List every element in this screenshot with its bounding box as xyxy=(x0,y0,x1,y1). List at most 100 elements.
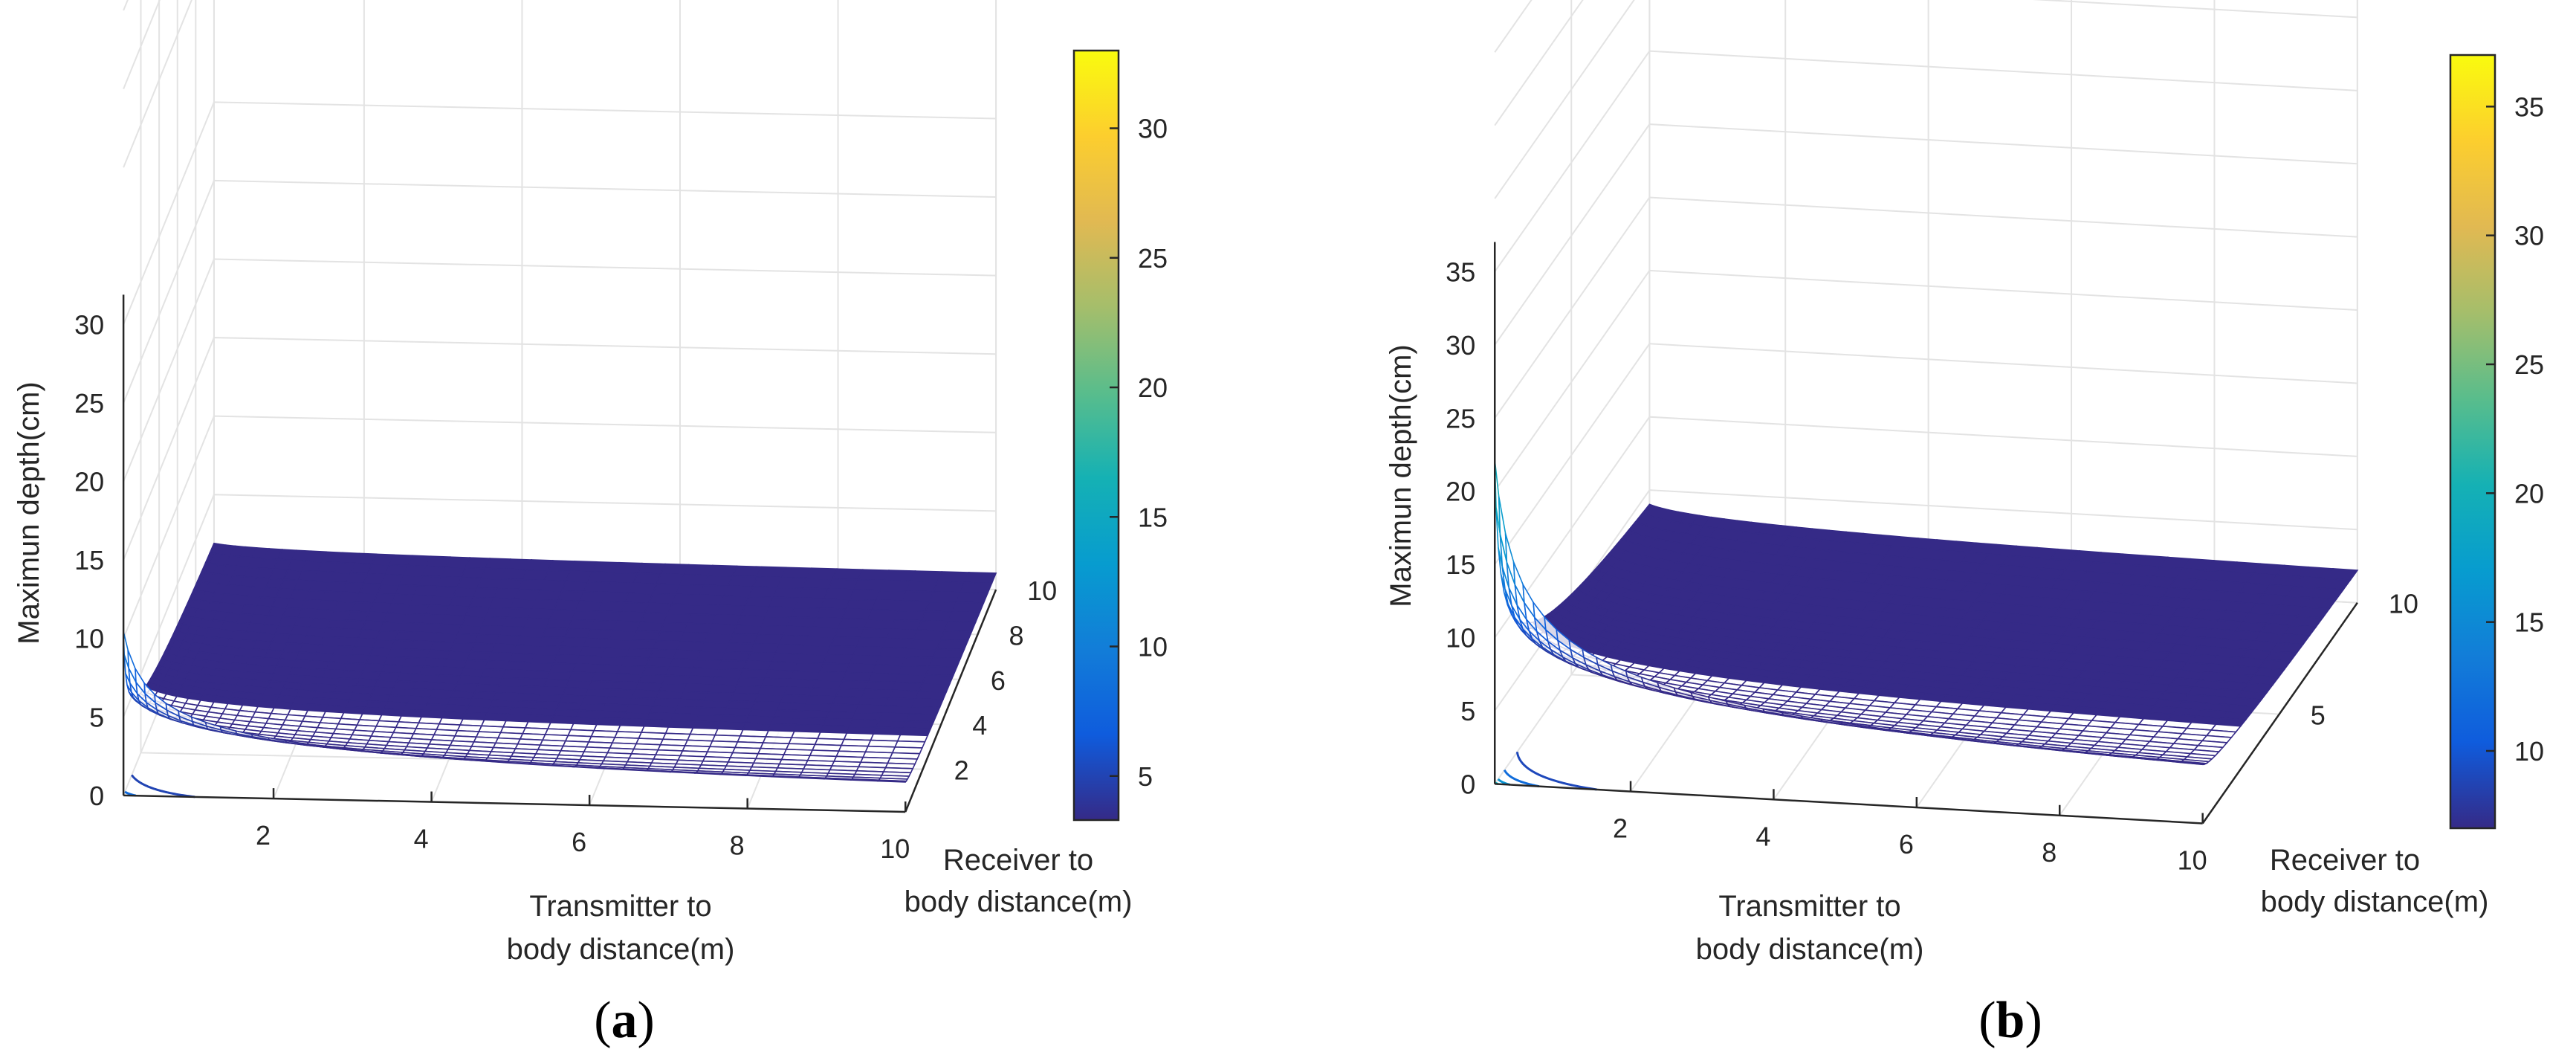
panel-a-z-axis-label: Maximun depth(cm) xyxy=(13,381,45,644)
panel-a-mesh-cell-32-19 xyxy=(742,660,774,671)
panel-a-mesh-cell-27-26 xyxy=(647,593,677,605)
panel-a-mesh-cell-30-17 xyxy=(686,675,716,686)
panel-b-x-tick-3: 8 xyxy=(2042,837,2056,868)
panel-a-mesh-cell-29-27 xyxy=(699,584,730,597)
panel-a-mesh-cell-31-24 xyxy=(736,615,767,627)
panel-a-mesh-cell-37-22 xyxy=(882,637,915,649)
panel-a-mesh-cell-33-25 xyxy=(790,607,822,619)
panel-b-z-tick-1: 5 xyxy=(1460,696,1475,726)
panel-a-mesh-cell-25-21 xyxy=(582,637,611,649)
panel-a-mesh-cell-37-16 xyxy=(861,688,893,699)
panel-a-mesh-cell-37-26 xyxy=(897,600,931,612)
panel-a-mesh-cell-36-27 xyxy=(875,590,908,602)
panel-a-mesh-cell-24-20 xyxy=(556,645,585,656)
panel-a-mesh-cell-22-20 xyxy=(512,644,540,655)
panel-a-gridlines xyxy=(123,0,997,813)
panel-b-colorbar-ticks: 10 15 20 25 30 35 xyxy=(2486,91,2544,767)
panel-a-mesh-cell-28-25 xyxy=(667,603,697,615)
panel-b-label: (b) xyxy=(1978,992,2042,1049)
panel-b-y-axis-label-line2: body distance(m) xyxy=(2261,885,2489,918)
panel-b-colorbar-tick-2: 20 xyxy=(2514,478,2544,509)
panel-a-mesh-cell-37-0 xyxy=(823,777,854,781)
panel-a-mesh-cell-25-23 xyxy=(589,619,619,631)
panel-a-mesh-cell-24-22 xyxy=(563,628,592,639)
panel-b-axes xyxy=(1493,242,2358,825)
panel-a-mesh-cell-32-18 xyxy=(739,668,770,680)
panel-a-mesh-cell-38-21 xyxy=(905,648,938,659)
panel-a-mesh-cell-35-29 xyxy=(857,569,890,581)
panel-a-mesh-cell-33-21 xyxy=(774,644,806,655)
panel-a-mesh-cell-38-27 xyxy=(928,591,962,603)
panel-a-mesh-cell-29-23 xyxy=(683,622,713,634)
panel-b-z-axis-label: Maximun depth(cm) xyxy=(1385,344,1417,607)
panel-a-mesh-cell-23-21 xyxy=(537,636,566,648)
panel-b-contour-1 xyxy=(1503,770,1540,788)
panel-b-x-tick-0: 2 xyxy=(1613,813,1628,844)
panel-a-mesh-cell-29-24 xyxy=(687,613,718,625)
panel-a-mesh-cell-20-17 xyxy=(459,667,486,678)
panel-a-mesh-cell-31-27 xyxy=(748,586,779,599)
panel-b: 2 4 6 8 10 5 10 0 5 10 15 20 25 30 35 Maximun depth(cm… xyxy=(1385,0,2544,1049)
panel-a-mesh-cell-32-24 xyxy=(760,616,792,627)
panel-a-x-axis xyxy=(123,794,906,813)
panel-b-y-axis xyxy=(2201,601,2358,825)
panel-b-z-tick-7: 35 xyxy=(1446,257,1475,287)
panel-a-mesh-cell-31-16 xyxy=(707,684,738,694)
panel-a-mesh-cell-35-24 xyxy=(837,618,870,630)
panel-a-x-axis-label-line1: Transmitter to xyxy=(529,890,711,923)
panel-a-mesh-cell-30-23 xyxy=(708,623,738,635)
panel-a-x-axis-label-line2: body distance(m) xyxy=(507,933,735,966)
panel-a-mesh-cell-33-22 xyxy=(778,635,810,646)
panel-a-mesh-cell-25-16 xyxy=(565,679,593,690)
panel-a-mesh-cell-30-19 xyxy=(693,659,723,670)
panel-a-mesh-cell-29-18 xyxy=(665,666,695,677)
panel-a-mesh-cell-27-28 xyxy=(656,573,686,586)
panel-a-colorbar-tick-5: 30 xyxy=(1138,114,1168,144)
panel-a-z-tick-3: 15 xyxy=(74,545,104,575)
panel-a-mesh-cell-26-20 xyxy=(601,647,631,658)
panel-a-mesh-cell-22-22 xyxy=(520,626,548,638)
panel-a-mesh-cell-20-20 xyxy=(470,642,497,654)
panel-a-mesh-cell-39-0 xyxy=(876,779,907,783)
panel-b-x-axis xyxy=(1495,783,2203,825)
panel-a-mesh-cell-28-22 xyxy=(656,631,686,642)
panel-a-mesh-cell-36-23 xyxy=(859,627,892,639)
panel-a-mesh-cell-23-20 xyxy=(534,645,562,656)
panel-a-mesh-cell-30-28 xyxy=(727,575,758,588)
panel-a-mesh-cell-25-26 xyxy=(601,591,631,604)
panel-a-mesh-cell-27-20 xyxy=(624,648,654,659)
panel-a-colorbar-tick-4: 25 xyxy=(1138,243,1168,274)
panel-a-mesh-cell-32-28 xyxy=(777,577,809,589)
panel-a-mesh-cell-20-19 xyxy=(466,651,493,662)
panel-a-grid-z-4 xyxy=(123,258,997,482)
panel-a-mesh-cell-34-27 xyxy=(823,588,855,601)
panel-a-z-tick-5: 25 xyxy=(74,388,104,419)
panel-a-mesh-cell-21-17 xyxy=(480,668,508,679)
panel-a-grid-z-5 xyxy=(123,179,997,404)
panel-a-mesh-cell-32-16 xyxy=(732,685,763,695)
panel-a-mesh-cell-23-22 xyxy=(541,627,569,639)
panel-a-mesh-cell-38-19 xyxy=(898,665,931,676)
panel-a-mesh-cell-35-28 xyxy=(853,578,886,591)
panel-b-z-tick-2: 10 xyxy=(1446,623,1475,654)
panel-a-y-tick-2: 6 xyxy=(991,665,1006,696)
panel-b-x-tick-1: 4 xyxy=(1755,821,1770,851)
panel-a-z-tick-4: 20 xyxy=(74,467,104,497)
panel-a-mesh-cell-33-19 xyxy=(767,661,799,672)
panel-a-mesh-cell-32-21 xyxy=(749,643,780,654)
panel-a-mesh-cell-29-17 xyxy=(661,674,692,685)
panel-a-mesh-cell-37-18 xyxy=(867,672,900,683)
panel-a-mesh-cell-24-19 xyxy=(552,654,581,665)
panel-a-mesh-cell-31-18 xyxy=(713,668,745,679)
panel-a-mesh-cell-34-24 xyxy=(812,617,844,629)
panel-a-z-tick-6: 30 xyxy=(74,309,104,340)
panel-a-x-tick-2: 6 xyxy=(572,827,586,857)
panel-a-mesh-cell-27-22 xyxy=(632,630,661,642)
panel-a-mesh-cell-27-24 xyxy=(639,612,670,624)
panel-a-mesh-cell-36-28 xyxy=(879,579,912,592)
panel-a-mesh-cell-36-29 xyxy=(883,570,916,582)
panel-a-mesh-cell-29-29 xyxy=(707,564,738,577)
panel-a-mesh-cell-26-17 xyxy=(591,672,620,683)
panel-a-mesh-cell-37-21 xyxy=(878,647,911,658)
